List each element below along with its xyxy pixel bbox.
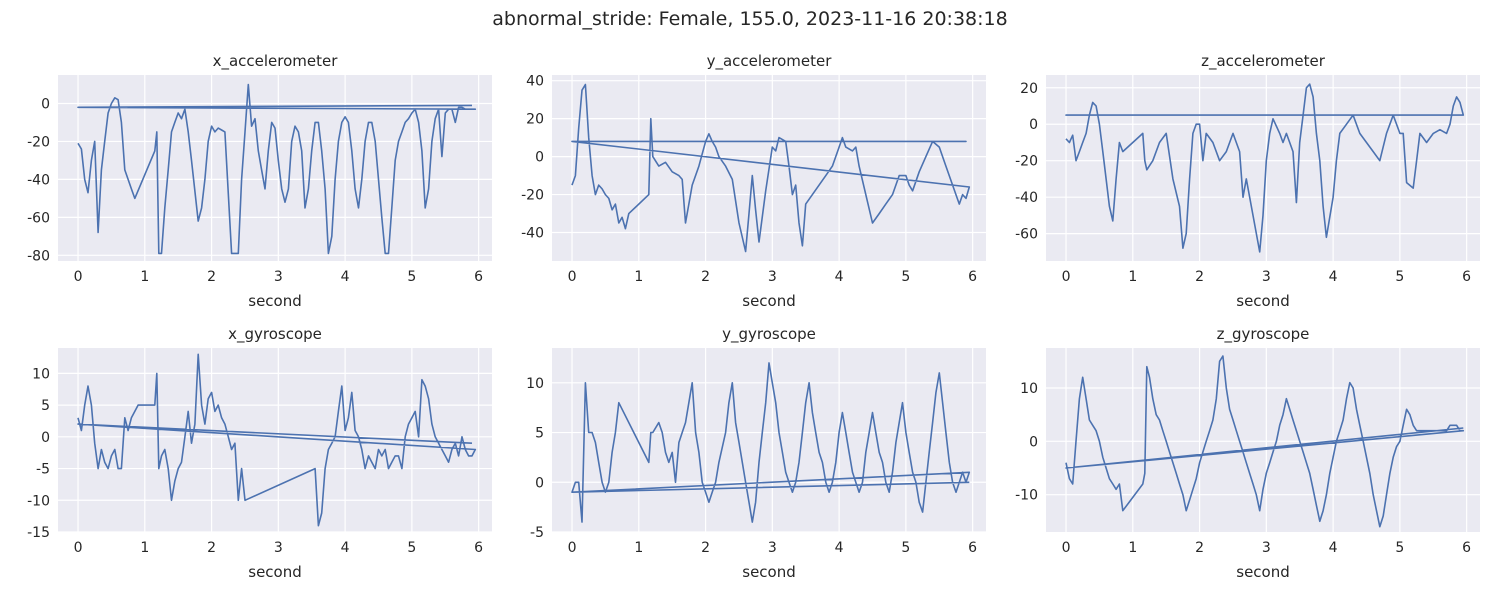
y-tick-label: 0 [41, 430, 50, 446]
series-line-0 [571, 362, 971, 523]
x-tick-label: 5 [1395, 269, 1404, 285]
x-tick-label: 4 [341, 540, 350, 556]
x-tick-label: 1 [634, 269, 643, 285]
y-tick-label: 5 [41, 398, 50, 414]
y-tick-label: 0 [1029, 434, 1038, 450]
y-tick-label: 0 [1029, 117, 1038, 133]
x-axis-label: second [248, 563, 302, 581]
y-tick-label: 40 [526, 74, 544, 90]
x-tick-label: 5 [407, 540, 416, 556]
y-tick-label: -10 [1015, 488, 1038, 504]
plot-area [1046, 75, 1480, 261]
series-line-0 [77, 353, 477, 527]
y-tick-label: 10 [1020, 381, 1038, 397]
x-tick-label: 4 [835, 540, 844, 556]
x-tick-label: 1 [634, 540, 643, 556]
y-tick-label: -20 [1015, 154, 1038, 170]
x-tick-label: 1 [140, 540, 149, 556]
x-tick-label: 5 [901, 540, 910, 556]
x-tick-label: 2 [701, 269, 710, 285]
y-tick-label: 0 [535, 475, 544, 491]
y-tick-label: -40 [1015, 190, 1038, 206]
subplot-title: x_gyroscope [228, 325, 322, 344]
y-tick-label: -5 [36, 462, 50, 478]
x-tick-label: 0 [1062, 540, 1071, 556]
subplot-title: y_accelerometer [707, 52, 833, 71]
x-tick-label: 0 [74, 269, 83, 285]
x-tick-label: 3 [768, 269, 777, 285]
x-tick-label: 4 [835, 269, 844, 285]
y-tick-label: 0 [41, 96, 50, 112]
x-tick-label: 1 [1128, 269, 1137, 285]
y-tick-label: 20 [526, 112, 544, 128]
x-tick-label: 4 [1329, 540, 1338, 556]
x-tick-label: 3 [274, 540, 283, 556]
x-tick-label: 6 [968, 540, 977, 556]
series-line-0 [77, 83, 477, 255]
x-tick-label: 0 [568, 269, 577, 285]
y-tick-label: -15 [27, 525, 50, 541]
y-tick-label: 0 [535, 150, 544, 166]
x-tick-label: 2 [207, 269, 216, 285]
x-axis-label: second [742, 563, 796, 581]
y-tick-label: 5 [535, 426, 544, 442]
x-tick-label: 3 [274, 269, 283, 285]
x-tick-label: 2 [1195, 269, 1204, 285]
subplot-title: x_accelerometer [213, 52, 339, 71]
plot-area [1046, 348, 1480, 532]
y-tick-label: -20 [521, 188, 544, 204]
x-tick-label: 2 [701, 540, 710, 556]
x-axis-label: second [248, 292, 302, 310]
y-tick-label: -80 [27, 248, 50, 264]
x-tick-label: 2 [207, 540, 216, 556]
x-tick-label: 0 [1062, 269, 1071, 285]
x-axis-label: second [742, 292, 796, 310]
y-tick-label: 10 [32, 366, 50, 382]
series-line-0 [571, 83, 971, 253]
series-line-0 [1065, 355, 1465, 528]
x-axis-label: second [1236, 292, 1290, 310]
x-tick-label: 6 [1462, 540, 1471, 556]
plot-area [552, 348, 986, 532]
x-tick-label: 6 [1462, 269, 1471, 285]
x-tick-label: 3 [768, 540, 777, 556]
y-tick-label: 20 [1020, 81, 1038, 97]
y-tick-label: -5 [530, 525, 544, 541]
x-tick-label: 1 [1128, 540, 1137, 556]
subplot-title: y_gyroscope [722, 325, 816, 344]
subplot-title: z_accelerometer [1201, 52, 1326, 71]
y-tick-label: -60 [1015, 227, 1038, 243]
subplot-x_accelerometer: 0 1 2 3 4 5 6 -80 -60 -40 -20 0 x_accelerometersecon… [27, 52, 492, 310]
series-line-0 [1065, 83, 1465, 253]
x-tick-label: 2 [1195, 540, 1204, 556]
x-tick-label: 6 [968, 269, 977, 285]
x-tick-label: 1 [140, 269, 149, 285]
x-tick-label: 3 [1262, 540, 1271, 556]
x-tick-label: 4 [1329, 269, 1338, 285]
x-tick-label: 5 [1395, 540, 1404, 556]
x-tick-label: 3 [1262, 269, 1271, 285]
x-axis-label: second [1236, 563, 1290, 581]
x-tick-label: 6 [474, 540, 483, 556]
y-tick-label: 10 [526, 376, 544, 392]
x-tick-label: 5 [901, 269, 910, 285]
y-tick-label: -40 [521, 226, 544, 242]
y-tick-label: -60 [27, 210, 50, 226]
y-tick-label: -20 [27, 134, 50, 150]
x-tick-label: 4 [341, 269, 350, 285]
subplot-title: z_gyroscope [1217, 325, 1310, 344]
y-tick-label: -10 [27, 493, 50, 509]
x-tick-label: 5 [407, 269, 416, 285]
x-tick-label: 0 [568, 540, 577, 556]
figure-title: abnormal_stride: Female, 155.0, 2023-11-… [492, 8, 1008, 30]
y-tick-label: -40 [27, 172, 50, 188]
x-tick-label: 0 [74, 540, 83, 556]
x-tick-label: 6 [474, 269, 483, 285]
